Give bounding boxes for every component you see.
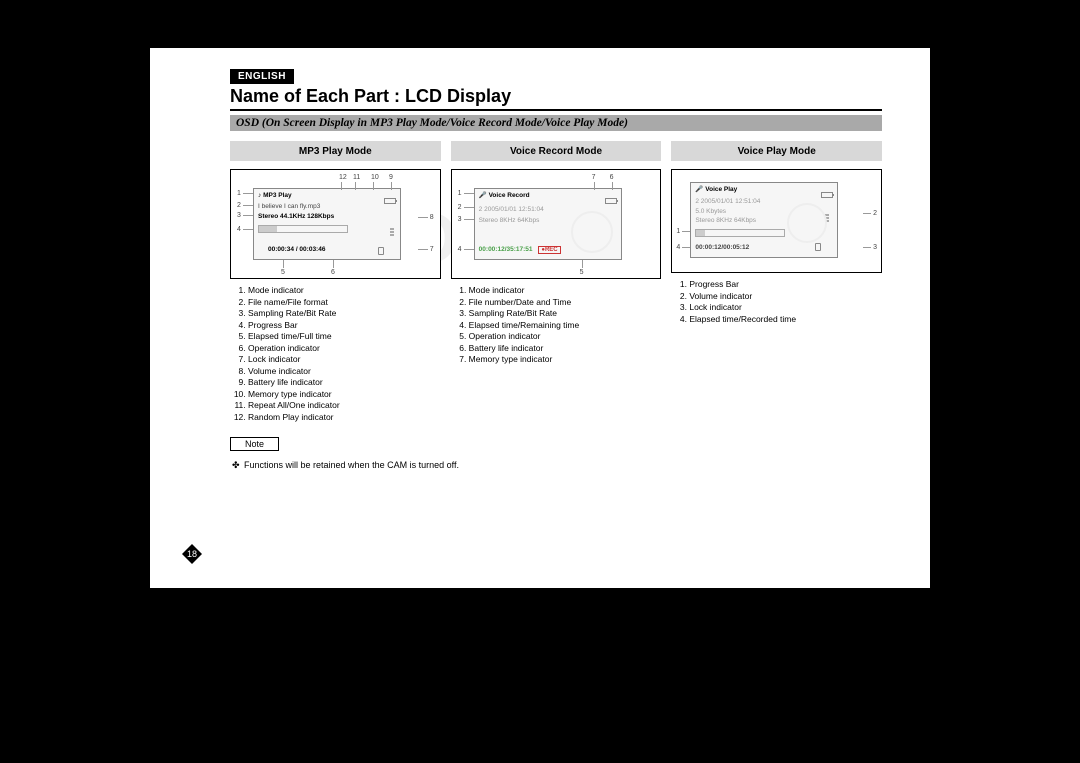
lock-icon (378, 247, 384, 255)
note-label-box: Note (230, 437, 279, 451)
lcd-sampling: Stereo 44.1KHz 128Kbps (258, 212, 334, 222)
face-icon (787, 203, 827, 243)
callout-num: 2 (458, 204, 462, 211)
callout-num: 2 (237, 202, 241, 209)
callout-num: 6 (331, 269, 335, 276)
legend-item: Operation indicator (469, 331, 662, 343)
callout-num: 4 (237, 226, 241, 233)
column-heading: MP3 Play Mode (230, 141, 441, 161)
battery-icon (384, 198, 396, 204)
legend-list: Mode indicator File name/File format Sam… (230, 285, 441, 423)
lcd-filename: I believe I can fly.mp3 (258, 202, 320, 212)
callout-num: 5 (281, 269, 285, 276)
page-number-badge: 18 (182, 544, 202, 564)
legend-item: Sampling Rate/Bit Rate (469, 308, 662, 320)
column-voice-record: Voice Record Mode 🎤 Voice Record 2 2005/… (451, 141, 662, 423)
lcd-time: 00:00:34 / 00:03:46 (268, 245, 325, 255)
lcd-time: 00:00:12/35:17:51 (479, 246, 533, 253)
legend-item: Operation indicator (248, 343, 441, 355)
legend-item: Repeat All/One indicator (248, 400, 441, 412)
legend-item: Elapsed time/Remaining time (469, 320, 662, 332)
note-text: Functions will be retained when the CAM … (244, 460, 459, 470)
callout-num: 7 (592, 174, 596, 181)
legend-list: Mode indicator File number/Date and Time… (451, 285, 662, 366)
callout-num: 3 (237, 212, 241, 219)
callout-num: 7 (430, 246, 434, 253)
lcd-diagram-mp3: ♪ MP3 Play I believe I can fly.mp3 Stere… (230, 169, 441, 279)
callout-num: 1 (458, 190, 462, 197)
legend-item: File name/File format (248, 297, 441, 309)
lcd-diagram-voice-play: 🎤 Voice Play 2 2005/01/01 12:51:04 5.0 K… (671, 169, 882, 273)
callout-num: 5 (580, 269, 584, 276)
legend-item: Battery life indicator (469, 343, 662, 355)
note-text-line: ✤Functions will be retained when the CAM… (232, 460, 882, 471)
columns-container: MP3 Play Mode ♪ MP3 Play I believe I can… (230, 141, 882, 423)
lcd-fileinfo: 2 2005/01/01 12:51:04 (479, 205, 544, 215)
legend-item: Lock indicator (248, 354, 441, 366)
column-voice-play: Voice Play Mode 🎤 Voice Play 2 2005/01/0… (671, 141, 882, 423)
column-heading: Voice Play Mode (671, 141, 882, 161)
legend-item: Mode indicator (469, 285, 662, 297)
lcd-diagram-voice-record: 🎤 Voice Record 2 2005/01/01 12:51:04 Ste… (451, 169, 662, 279)
battery-icon (821, 192, 833, 198)
callout-num: 4 (676, 244, 680, 251)
legend-item: Volume indicator (689, 291, 882, 303)
language-badge: ENGLISH (230, 69, 294, 84)
legend-list: Progress Bar Volume indicator Lock indic… (671, 279, 882, 325)
lcd-sampling: Stereo 8KHz 64Kbps (479, 216, 540, 226)
callout-num: 3 (458, 216, 462, 223)
subtitle-bar: OSD (On Screen Display in MP3 Play Mode/… (230, 115, 882, 131)
lock-icon (815, 243, 821, 251)
callout-num: 3 (873, 244, 877, 251)
lcd-time: 00:00:12/00:05:12 (695, 243, 749, 253)
legend-item: Elapsed time/Recorded time (689, 314, 882, 326)
legend-item: Progress Bar (689, 279, 882, 291)
callout-num: 1 (676, 228, 680, 235)
callout-num: 9 (389, 174, 393, 181)
face-icon (571, 211, 613, 253)
legend-item: Progress Bar (248, 320, 441, 332)
battery-icon (605, 198, 617, 204)
lcd-mode-label: Voice Record (489, 192, 530, 199)
legend-item: File number/Date and Time (469, 297, 662, 309)
legend-item: Random Play indicator (248, 412, 441, 424)
lcd-rec: REC (545, 247, 558, 253)
callout-num: 6 (610, 174, 614, 181)
callout-num: 2 (873, 210, 877, 217)
column-mp3: MP3 Play Mode ♪ MP3 Play I believe I can… (230, 141, 441, 423)
legend-item: Sampling Rate/Bit Rate (248, 308, 441, 320)
callout-num: 11 (353, 174, 360, 181)
manual-page: ION ENGLISH Name of Each Part : LCD Disp… (150, 48, 930, 588)
lcd-sampling: Stereo 8KHz 64Kbps (695, 216, 756, 226)
legend-item: Volume indicator (248, 366, 441, 378)
legend-item: Memory type indicator (469, 354, 662, 366)
legend-item: Battery life indicator (248, 377, 441, 389)
callout-num: 4 (458, 246, 462, 253)
legend-item: Lock indicator (689, 302, 882, 314)
legend-item: Memory type indicator (248, 389, 441, 401)
lcd-mode-label: Voice Play (705, 186, 737, 193)
legend-item: Elapsed time/Full time (248, 331, 441, 343)
callout-num: 12 (339, 174, 347, 181)
page-title: Name of Each Part : LCD Display (230, 86, 882, 111)
lcd-fileinfo: 2 2005/01/01 12:51:04 (695, 197, 760, 207)
column-heading: Voice Record Mode (451, 141, 662, 161)
note-bullet-icon: ✤ (232, 460, 244, 471)
callout-num: 8 (430, 214, 434, 221)
legend-item: Mode indicator (248, 285, 441, 297)
lcd-mode-label: MP3 Play (263, 192, 292, 199)
callout-num: 10 (371, 174, 379, 181)
callout-num: 1 (237, 190, 241, 197)
